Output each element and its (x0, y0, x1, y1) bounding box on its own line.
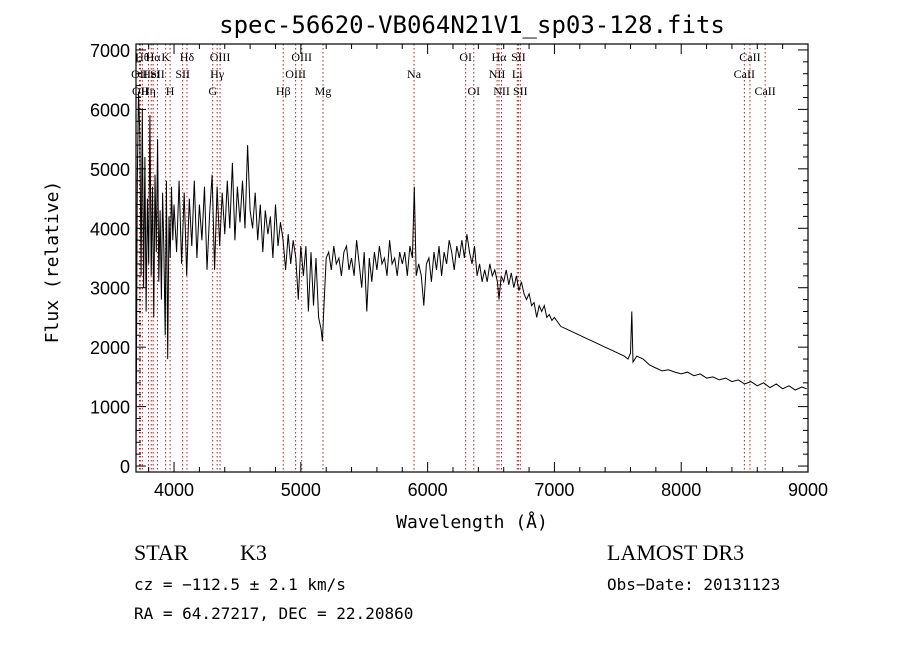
spectral-line-label: CaII (754, 84, 775, 98)
object-subclass: K3 (240, 540, 267, 565)
x-tick-label: 5000 (281, 480, 321, 500)
x-tick-label: 6000 (408, 480, 448, 500)
y-tick-label: 7000 (90, 41, 130, 61)
spectral-line-label: CaII (734, 67, 755, 81)
y-axis-ticks: 0 1000 2000 3000 4000 5000 6000 7000 (90, 41, 808, 477)
spectral-line-markers (138, 44, 766, 472)
spectral-line-label: Hα (492, 50, 508, 64)
y-tick-label: 3000 (90, 279, 130, 299)
plot-frame (135, 43, 809, 473)
spectral-line-label: Na (407, 67, 422, 81)
spectral-line-label: Hδ (180, 50, 195, 64)
spectral-line-label: Hα (146, 50, 162, 64)
spectral-line-label: OI (459, 50, 472, 64)
x-tick-label: 4000 (154, 480, 194, 500)
spectral-line-label: NII (493, 84, 510, 98)
x-axis-ticks: 4000 5000 6000 7000 8000 9000 (148, 44, 828, 500)
spectral-line-label: H (166, 84, 175, 98)
spectral-line-label: Hη (141, 84, 156, 98)
spectral-line-label: Hθ (135, 50, 150, 64)
x-tick-label: 9000 (788, 480, 828, 500)
spectral-line-labels: OIIOIIHθHηHeIHαSIIKHHδSIIGHγOIIIHβOIIIOI… (131, 50, 776, 98)
observation-date: Obs−Date: 20131123 (607, 575, 780, 594)
y-axis-label: Flux (relative) (42, 181, 63, 344)
y-tick-label: 2000 (90, 338, 130, 358)
spectral-line-label: Mg (315, 84, 332, 98)
spectral-line-label: OIII (285, 67, 306, 81)
spectral-line-label: G (208, 84, 217, 98)
redshift-info: cz = −112.5 ± 2.1 km/s (134, 575, 346, 594)
spectral-line-label: HeI (142, 67, 160, 81)
spectral-line-label: SII (513, 84, 528, 98)
spectral-line-label: SII (511, 50, 526, 64)
spectral-line-label: K (161, 50, 170, 64)
spectral-line-label: CaII (739, 50, 760, 64)
spectral-line-label: SII (150, 67, 165, 81)
x-tick-label: 7000 (534, 480, 574, 500)
spectral-line-label: Hβ (276, 84, 291, 98)
y-tick-label: 1000 (90, 398, 130, 418)
spectral-line-label: NII (489, 67, 506, 81)
y-tick-label: 6000 (90, 100, 130, 120)
survey-name: LAMOST DR3 (607, 540, 744, 565)
y-tick-label: 4000 (90, 219, 130, 239)
y-tick-label: 5000 (90, 160, 130, 180)
spectral-line-label: OIII (291, 50, 312, 64)
y-tick-label: 0 (120, 457, 130, 477)
x-axis-label: Wavelength (Å) (396, 511, 548, 533)
spectral-line-label: Li (512, 67, 523, 81)
spectral-line-label: Hγ (210, 67, 225, 81)
spectral-line-label: OIII (210, 50, 231, 64)
x-tick-label: 8000 (661, 480, 701, 500)
coordinates: RA = 64.27217, DEC = 22.20860 (134, 604, 413, 623)
spectral-line-label: SII (175, 67, 190, 81)
spectrum-series-line (135, 91, 807, 467)
chart-title: spec-56620-VB064N21V1_sp03-128.fits (219, 11, 725, 39)
object-class: STAR (134, 540, 189, 565)
spectral-line-label: OI (467, 84, 480, 98)
